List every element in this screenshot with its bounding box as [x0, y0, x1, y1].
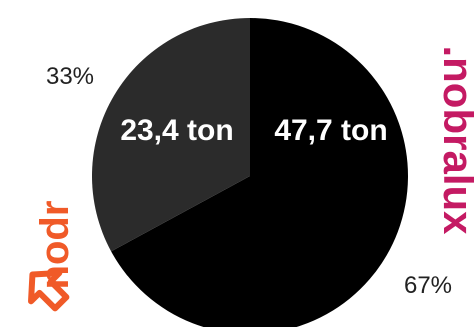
nodr-logo: nodr	[28, 201, 77, 312]
nodr-arrow-logo-icon	[28, 270, 70, 312]
pie-slice-1	[91, 18, 251, 252]
slice-percent-label-0: 67%	[404, 272, 452, 299]
pie-slice-0	[111, 18, 408, 327]
nobralux-logo-text: .nobralux	[435, 45, 474, 235]
pie-slices	[91, 18, 408, 327]
nobralux-logo: .nobralux	[435, 45, 474, 235]
slice-value-label-1: 23,4 ton	[120, 114, 233, 147]
slice-value-label-0: 47,7 ton	[274, 114, 387, 147]
slice-percent-label-1: 33%	[46, 63, 94, 90]
